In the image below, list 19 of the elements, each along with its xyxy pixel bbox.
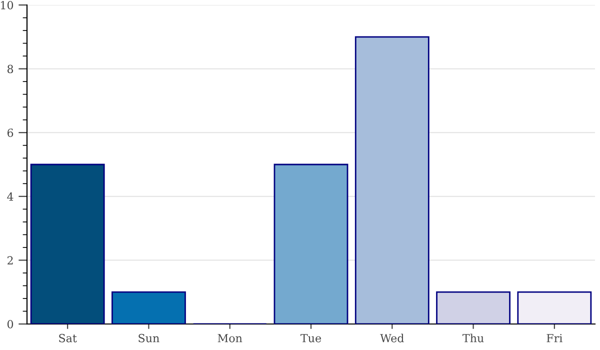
y-tick-label: 10 xyxy=(1,0,14,10)
x-tick-label: Fri xyxy=(546,334,562,342)
bar xyxy=(517,291,592,324)
y-tick-label: 0 xyxy=(7,320,14,328)
y-tick-label: 4 xyxy=(7,192,14,201)
x-tick-label: Tue xyxy=(300,334,322,342)
x-tick-label: Sat xyxy=(59,334,77,342)
bar xyxy=(436,291,510,324)
x-tick-label: Sun xyxy=(138,334,160,342)
y-tick-label: 2 xyxy=(7,256,13,264)
bar xyxy=(354,36,430,324)
x-tick-label: Wed xyxy=(380,334,404,342)
bar xyxy=(30,164,105,324)
x-tick-label: Mon xyxy=(218,334,242,342)
y-tick-label: 8 xyxy=(7,64,14,74)
bar xyxy=(274,164,348,324)
y-tick-label: 6 xyxy=(7,128,14,137)
x-tick-label: Thu xyxy=(462,334,484,342)
bar xyxy=(112,291,186,324)
